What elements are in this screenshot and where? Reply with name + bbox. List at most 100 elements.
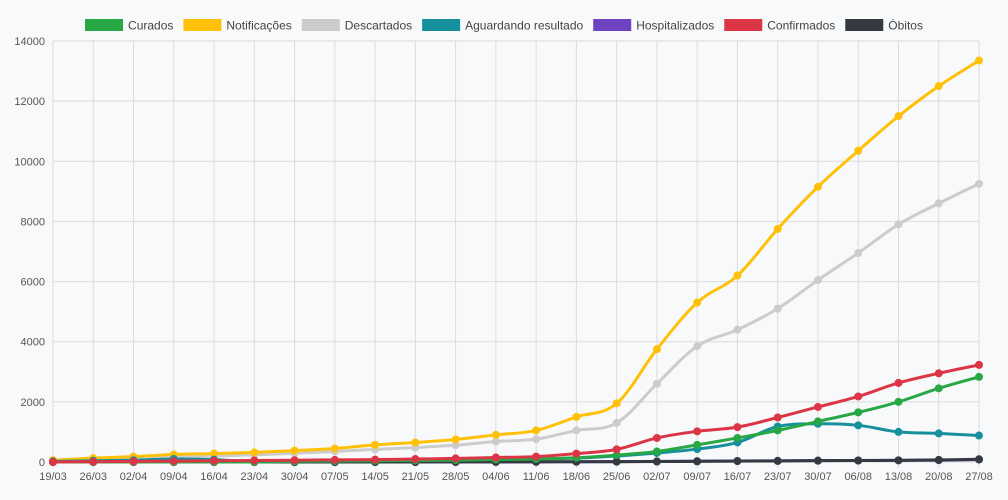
data-point-notificacoes[interactable] — [532, 426, 541, 435]
y-tick-label: 6000 — [21, 277, 45, 289]
data-point-confirmados[interactable] — [49, 458, 57, 466]
data-point-confirmados[interactable] — [89, 457, 98, 466]
data-point-curados[interactable] — [854, 408, 863, 417]
data-point-confirmados[interactable] — [411, 454, 420, 463]
x-tick-label: 30/07 — [804, 471, 832, 483]
data-point-notificacoes[interactable] — [411, 438, 420, 447]
x-tick-label: 07/05 — [321, 471, 349, 483]
data-point-curados[interactable] — [813, 417, 822, 426]
series-line-confirmados — [52, 363, 980, 464]
legend-item-notificacoes[interactable]: Notificações — [183, 19, 292, 33]
legend-item-aguardando-resultado[interactable]: Aguardando resultado — [422, 19, 584, 33]
legend-label: Notificações — [226, 19, 291, 33]
data-point-descartados[interactable] — [934, 199, 943, 208]
data-point-confirmados[interactable] — [693, 427, 702, 436]
data-point-curados[interactable] — [652, 447, 661, 456]
data-point-aguardando-resultado[interactable] — [934, 429, 943, 438]
legend-item-confirmados[interactable]: Confirmados — [724, 19, 835, 33]
data-point-notificacoes[interactable] — [894, 112, 903, 121]
data-point-aguardando-resultado[interactable] — [894, 427, 903, 436]
data-point-obitos[interactable] — [773, 456, 782, 465]
data-point-descartados[interactable] — [491, 437, 500, 446]
data-point-curados[interactable] — [934, 384, 943, 393]
legend-item-hospitalizados[interactable]: Hospitalizados — [593, 19, 714, 33]
data-point-descartados[interactable] — [532, 435, 541, 444]
y-tick-label: 8000 — [21, 216, 45, 228]
data-point-confirmados[interactable] — [773, 413, 782, 422]
data-point-confirmados[interactable] — [250, 456, 259, 465]
data-point-obitos[interactable] — [854, 456, 863, 465]
data-point-notificacoes[interactable] — [330, 444, 339, 453]
data-point-descartados[interactable] — [652, 379, 661, 388]
data-point-curados[interactable] — [894, 397, 903, 406]
data-point-descartados[interactable] — [693, 342, 702, 351]
data-point-curados[interactable] — [975, 372, 983, 381]
data-point-notificacoes[interactable] — [612, 399, 621, 408]
legend-item-descartados[interactable]: Descartados — [301, 19, 412, 33]
data-point-confirmados[interactable] — [652, 433, 661, 442]
data-point-confirmados[interactable] — [975, 360, 983, 369]
x-tick-label: 23/04 — [241, 471, 269, 483]
data-point-aguardando-resultado[interactable] — [854, 421, 863, 430]
x-tick-label: 16/04 — [200, 471, 228, 483]
data-point-obitos[interactable] — [934, 455, 943, 464]
data-point-confirmados[interactable] — [813, 402, 822, 411]
data-point-obitos[interactable] — [693, 457, 702, 466]
data-point-descartados[interactable] — [894, 220, 903, 229]
data-point-notificacoes[interactable] — [733, 271, 742, 280]
data-point-confirmados[interactable] — [451, 454, 460, 463]
data-point-obitos[interactable] — [652, 457, 661, 466]
data-point-descartados[interactable] — [612, 418, 621, 427]
data-point-confirmados[interactable] — [210, 456, 219, 465]
data-point-notificacoes[interactable] — [290, 446, 299, 455]
data-point-notificacoes[interactable] — [652, 345, 661, 354]
data-point-confirmados[interactable] — [934, 369, 943, 378]
data-point-descartados[interactable] — [854, 249, 863, 258]
data-point-curados[interactable] — [693, 440, 702, 449]
data-point-descartados[interactable] — [572, 426, 581, 435]
data-point-obitos[interactable] — [733, 457, 742, 466]
legend-item-obitos[interactable]: Óbitos — [845, 18, 923, 33]
data-point-confirmados[interactable] — [612, 445, 621, 454]
data-point-confirmados[interactable] — [129, 457, 138, 466]
data-point-notificacoes[interactable] — [854, 146, 863, 155]
data-point-obitos[interactable] — [612, 457, 621, 466]
data-point-notificacoes[interactable] — [250, 448, 259, 457]
data-point-confirmados[interactable] — [572, 449, 581, 458]
data-point-curados[interactable] — [773, 426, 782, 435]
x-tick-label: 11/06 — [523, 471, 550, 483]
data-point-notificacoes[interactable] — [934, 82, 943, 91]
data-point-confirmados[interactable] — [330, 455, 339, 464]
data-point-confirmados[interactable] — [169, 457, 178, 466]
data-point-confirmados[interactable] — [532, 452, 541, 461]
data-point-notificacoes[interactable] — [491, 430, 500, 439]
data-point-curados[interactable] — [733, 433, 742, 442]
data-point-descartados[interactable] — [773, 304, 782, 313]
series-line-descartados — [52, 182, 980, 463]
data-point-confirmados[interactable] — [290, 456, 299, 465]
data-point-notificacoes[interactable] — [773, 224, 782, 233]
data-point-obitos[interactable] — [813, 456, 822, 465]
data-point-notificacoes[interactable] — [572, 412, 581, 421]
legend-item-curados[interactable]: Curados — [85, 19, 173, 33]
data-point-notificacoes[interactable] — [371, 440, 380, 449]
data-point-confirmados[interactable] — [371, 455, 380, 464]
data-point-aguardando-resultado[interactable] — [975, 431, 983, 440]
data-point-obitos[interactable] — [975, 455, 983, 464]
data-point-notificacoes[interactable] — [693, 298, 702, 307]
data-point-confirmados[interactable] — [733, 423, 742, 432]
data-point-confirmados[interactable] — [491, 453, 500, 462]
data-point-confirmados[interactable] — [854, 392, 863, 401]
data-point-notificacoes[interactable] — [813, 182, 822, 191]
data-point-notificacoes[interactable] — [975, 56, 983, 65]
x-tick-label: 14/05 — [361, 471, 389, 483]
series-points — [49, 56, 983, 466]
data-point-descartados[interactable] — [733, 325, 742, 334]
data-point-descartados[interactable] — [975, 179, 983, 188]
x-tick-label: 09/04 — [160, 471, 188, 483]
data-point-confirmados[interactable] — [894, 378, 903, 387]
data-point-descartados[interactable] — [813, 276, 822, 285]
data-point-notificacoes[interactable] — [451, 435, 460, 444]
x-tick-label: 27/08 — [965, 471, 993, 483]
data-point-obitos[interactable] — [894, 456, 903, 465]
